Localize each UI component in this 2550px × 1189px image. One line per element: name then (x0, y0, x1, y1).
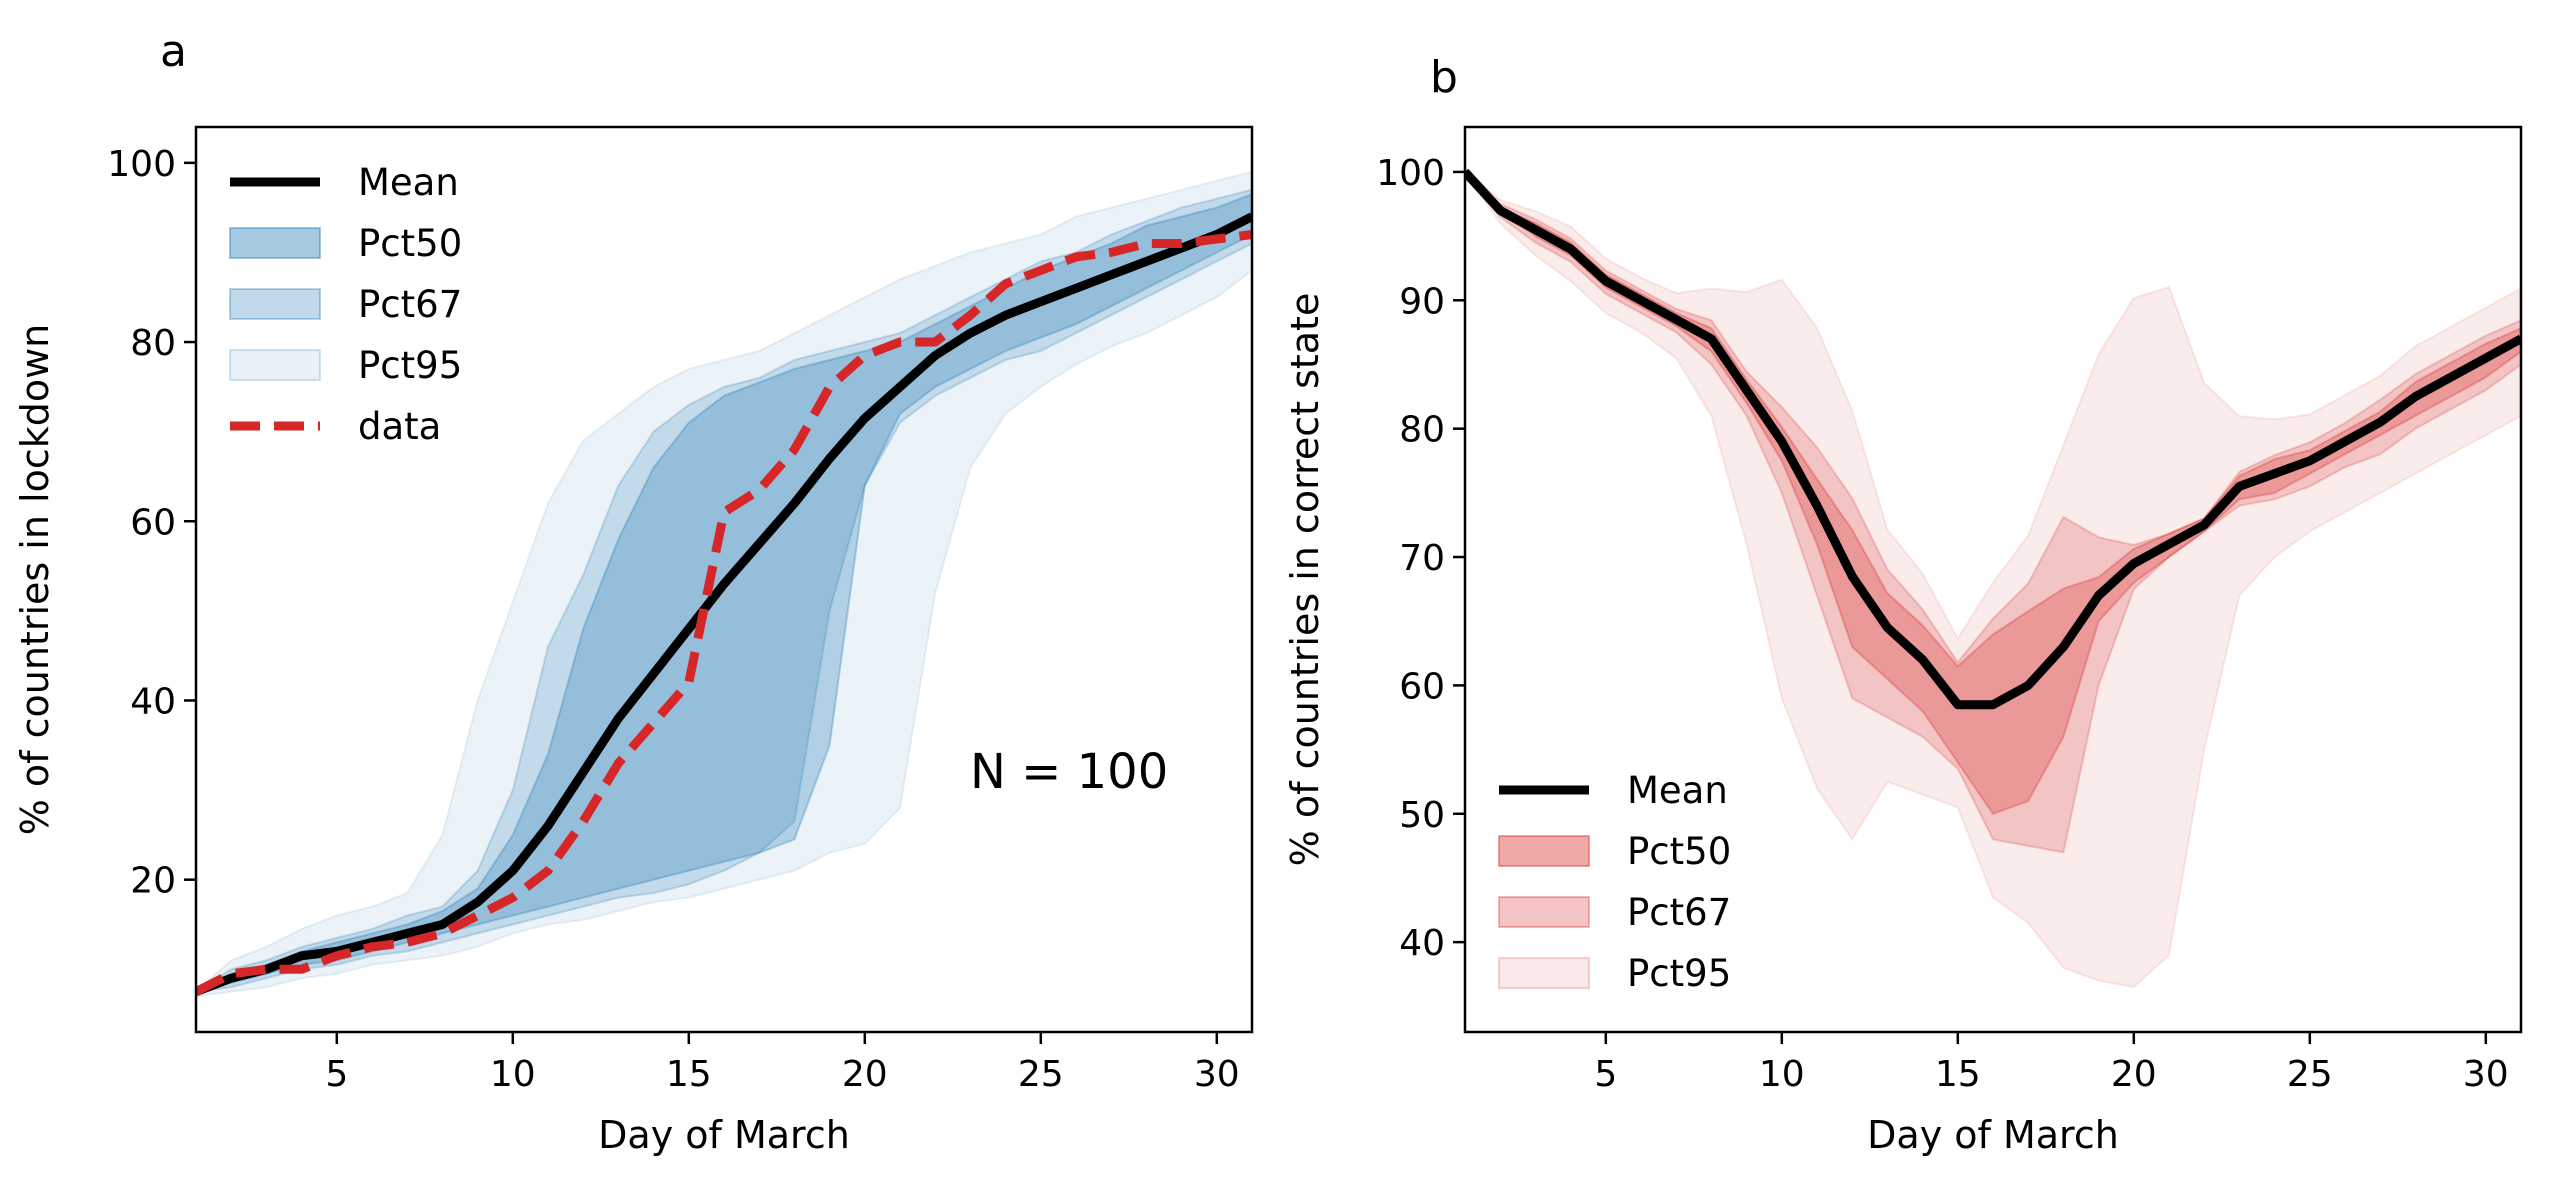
y-tick-label: 20 (130, 861, 176, 902)
x-tick-label: 30 (1194, 1054, 1240, 1095)
legend-label: Pct50 (1627, 830, 1731, 873)
legend-label: data (358, 405, 441, 448)
x-tick-label: 25 (1018, 1054, 1064, 1095)
y-tick-label: 40 (130, 681, 176, 722)
legend-item-mean: Mean (1499, 769, 1728, 812)
x-tick-label: 15 (666, 1054, 712, 1095)
x-tick-label: 10 (1759, 1054, 1805, 1095)
y-tick-label: 60 (130, 502, 176, 543)
mean-line (1465, 168, 2521, 710)
x-tick-label: 5 (325, 1054, 348, 1095)
y-tick-label: 90 (1399, 281, 1445, 322)
legend-label: Pct95 (358, 344, 462, 387)
legend-label: Mean (1627, 769, 1728, 812)
legend-item-pct50: Pct50 (229, 222, 462, 265)
panel-a: 5 10 15 20 25 30 20 40 60 80 100 Day of March % of c… (13, 26, 1254, 1157)
y-tick-label: 100 (107, 144, 176, 185)
plot-area (1465, 167, 2521, 989)
legend-item-pct95: Pct95 (1498, 952, 1731, 995)
x-tick-label: 25 (2287, 1054, 2333, 1095)
x-tick-label: 20 (842, 1054, 888, 1095)
legend: Mean Pct50 Pct67 Pct95 (1498, 769, 1731, 995)
legend-swatch (1498, 896, 1590, 928)
axes-frame (194, 125, 1254, 1034)
legend-label: Pct95 (1627, 952, 1731, 995)
legend-swatch (229, 349, 321, 381)
legend-item-pct67: Pct67 (229, 283, 462, 326)
x-axis-label: Day of March (1867, 1113, 2119, 1157)
legend-label: Pct67 (358, 283, 462, 326)
legend-item-pct95: Pct95 (229, 344, 462, 387)
x-tick-label: 5 (1594, 1054, 1617, 1095)
band-pct50 (1465, 167, 2521, 816)
legend-label: Pct67 (1627, 891, 1731, 934)
legend-swatch (1498, 957, 1590, 989)
panel-letter: a (160, 26, 187, 77)
x-tick-label: 20 (2111, 1054, 2157, 1095)
panel-letter: b (1430, 52, 1458, 103)
x-axis-label: Day of March (598, 1113, 850, 1157)
legend-item-data: data (230, 405, 441, 448)
y-axis-label: % of countries in correct state (1283, 293, 1327, 867)
band-pct50 (196, 193, 1252, 993)
legend-swatch (229, 227, 321, 259)
band-pct95 (1465, 168, 2521, 989)
legend-item-mean: Mean (230, 161, 459, 204)
y-tick-label: 50 (1399, 795, 1445, 836)
x-tick-label: 30 (2463, 1054, 2509, 1095)
x-tick-label: 10 (490, 1054, 536, 1095)
legend-label: Pct50 (358, 222, 462, 265)
y-tick-label: 80 (1399, 410, 1445, 451)
legend: Mean Pct50 Pct67 Pct95 data (229, 161, 462, 448)
y-axis-label: % of countries in lockdown (13, 324, 57, 836)
legend-swatch (229, 288, 321, 320)
band-pct67 (1465, 167, 2521, 854)
annotation: N = 100 (970, 744, 1168, 800)
y-tick-label: 60 (1399, 666, 1445, 707)
legend-label: Mean (358, 161, 459, 204)
y-tick-label: 70 (1399, 538, 1445, 579)
y-tick-label: 80 (130, 323, 176, 364)
axes-frame (1463, 125, 2523, 1034)
legend-item-pct50: Pct50 (1498, 830, 1731, 873)
panel-b: 5 10 15 20 25 30 40 50 60 70 80 90 100 Day of March % … (1283, 52, 2523, 1157)
x-tick-label: 15 (1935, 1054, 1981, 1095)
data-line (196, 230, 1252, 996)
y-tick-label: 100 (1376, 153, 1445, 194)
plot-area (196, 170, 1252, 998)
legend-item-pct67: Pct67 (1498, 891, 1731, 934)
legend-swatch (1498, 835, 1590, 867)
y-tick-label: 40 (1399, 923, 1445, 964)
